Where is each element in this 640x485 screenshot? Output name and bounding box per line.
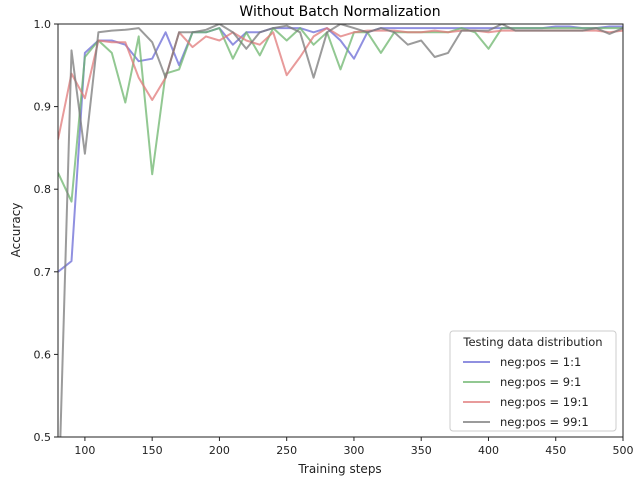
chart-title: Without Batch Normalization xyxy=(239,4,440,20)
x-axis-label: Training steps xyxy=(297,462,381,476)
legend-item-label: neg:pos = 19:1 xyxy=(500,395,589,409)
y-tick-label: 1.0 xyxy=(34,18,52,31)
legend-item-label: neg:pos = 9:1 xyxy=(500,375,581,389)
legend: Testing data distribution neg:pos = 1:1 n… xyxy=(449,330,617,432)
y-tick-label: 0.9 xyxy=(34,101,52,114)
legend-title: Testing data distribution xyxy=(462,335,602,349)
x-tick-label: 150 xyxy=(142,444,163,457)
x-tick-label: 450 xyxy=(545,444,566,457)
x-tick-label: 300 xyxy=(343,444,364,457)
x-tick-label: 400 xyxy=(478,444,499,457)
series-line-3 xyxy=(59,24,623,437)
x-tick-label: 250 xyxy=(276,444,297,457)
x-tick-label: 100 xyxy=(74,444,95,457)
y-tick-label: 0.7 xyxy=(34,266,52,279)
legend-item-label: neg:pos = 1:1 xyxy=(500,355,581,369)
y-tick-label: 0.8 xyxy=(34,183,52,196)
x-axis: 100 150 200 250 300 350 400 450 500 xyxy=(74,437,634,457)
y-tick-label: 0.6 xyxy=(34,348,52,361)
legend-item-label: neg:pos = 99:1 xyxy=(500,415,589,429)
axes-frame xyxy=(57,23,624,438)
x-tick-label: 200 xyxy=(209,444,230,457)
legend-box xyxy=(449,330,617,432)
y-axis-label: Accuracy xyxy=(9,203,23,258)
series-line-1 xyxy=(58,27,623,203)
x-tick-label: 500 xyxy=(613,444,634,457)
plot-area xyxy=(58,24,623,437)
y-axis: 0.5 0.6 0.7 0.8 0.9 1.0 xyxy=(34,18,58,444)
x-tick-label: 350 xyxy=(411,444,432,457)
series-line-0 xyxy=(58,25,623,273)
y-tick-label: 0.5 xyxy=(34,431,52,444)
series-line-2 xyxy=(58,27,623,140)
